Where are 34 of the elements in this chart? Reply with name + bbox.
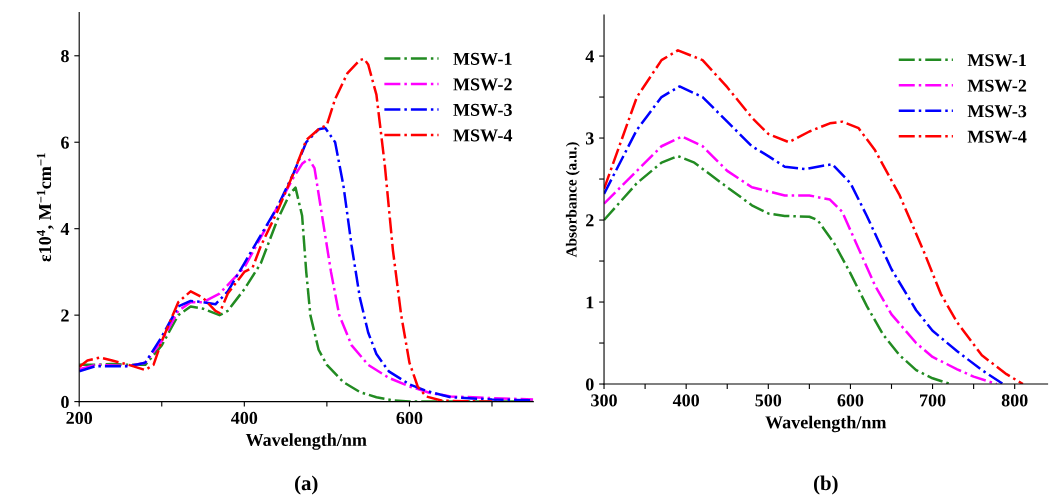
x-tick-label: 400 — [231, 411, 258, 425]
legend-label: MSW-3 — [967, 105, 1027, 118]
x-axis-title: Wavelength/nm — [765, 415, 887, 433]
y-tick-label: 2 — [61, 309, 69, 322]
x-tick-label: 500 — [755, 394, 782, 407]
line-series — [604, 154, 952, 385]
x-tick-label: 400 — [672, 394, 700, 407]
y-tick-label: 0 — [585, 378, 594, 391]
x-tick-label: 300 — [591, 394, 617, 407]
y-tick-label: 1 — [586, 296, 594, 309]
text: (b) — [813, 475, 838, 495]
legend-label: MSW-3 — [453, 103, 512, 117]
y-tick-label: 6 — [61, 136, 69, 149]
legend-label: MSW-2 — [967, 79, 1027, 92]
y-tick-label: 4 — [585, 50, 594, 63]
x-tick-label: 600 — [396, 411, 423, 425]
legend-label: MSW-2 — [453, 78, 512, 91]
legend-label: MSW-4 — [453, 129, 513, 142]
y-axis-title: Absorbance (a.u.) — [565, 142, 580, 258]
x-tick-label: 200 — [66, 411, 93, 425]
x-tick-label: 600 — [837, 394, 864, 407]
text: (a) — [295, 475, 318, 495]
y-tick-label: 4 — [60, 223, 70, 235]
y-tick-label: 8 — [61, 50, 69, 63]
legend-label: MSW-1 — [967, 54, 1026, 67]
y-axis-title: ε10$^{4}$, M$^{−1}$cm$^{−1}$ — [36, 153, 54, 262]
y-tick-label: 2 — [586, 214, 594, 227]
legend-label: MSW-4 — [967, 130, 1027, 143]
x-axis-title: Wavelength/nm — [245, 433, 367, 450]
legend-label: MSW-1 — [453, 52, 512, 66]
x-tick-label: 700 — [920, 394, 946, 407]
y-tick-label: 3 — [585, 132, 594, 145]
x-tick-label: 800 — [1001, 394, 1028, 407]
y-tick-label: 0 — [61, 395, 69, 409]
